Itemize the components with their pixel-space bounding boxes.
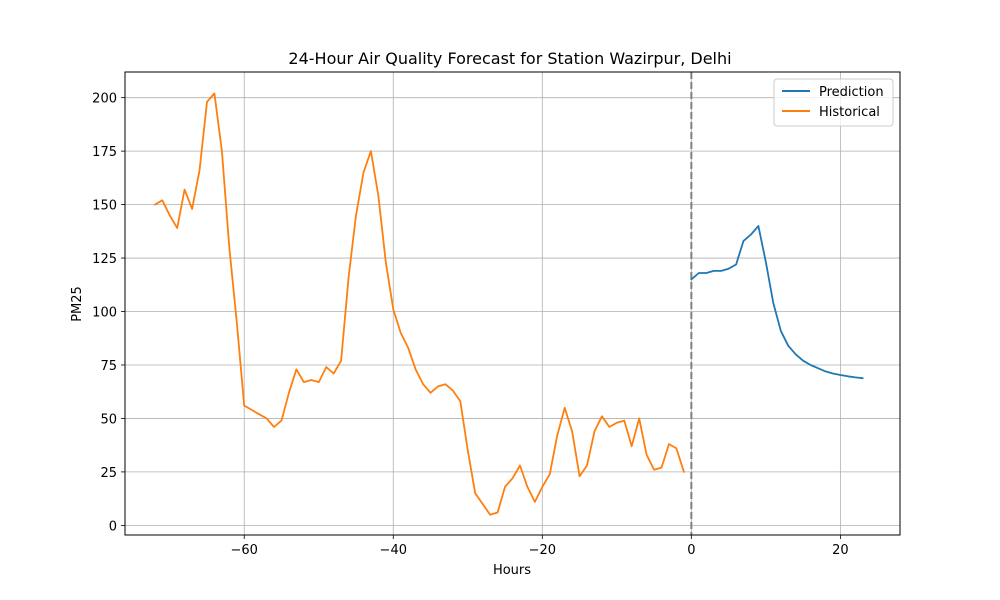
y-tick-label: 175	[92, 145, 117, 160]
x-tick-label: −60	[231, 543, 258, 558]
y-axis-title: PM25	[70, 286, 85, 322]
x-tick-label: −20	[529, 543, 556, 558]
series-line-historical	[153, 92, 685, 516]
plot-area-frame	[124, 71, 901, 536]
series-line-prediction	[690, 225, 864, 380]
legend-label-historical: Historical	[819, 105, 880, 120]
x-tick-label: 0	[687, 543, 695, 558]
y-tick-label: 150	[92, 199, 117, 214]
x-tick-label: 20	[832, 543, 849, 558]
series-lines	[153, 72, 864, 535]
y-tick-label: 200	[92, 92, 117, 107]
legend-label-prediction: Prediction	[819, 85, 884, 100]
y-tick-label: 75	[100, 359, 117, 374]
y-tick-label: 0	[109, 519, 117, 534]
chart-title: 24-Hour Air Quality Forecast for Station…	[288, 49, 731, 68]
y-tick-label: 25	[100, 466, 117, 481]
x-tick-label: −40	[380, 543, 407, 558]
x-axis-title: Hours	[493, 563, 531, 578]
y-tick-label: 50	[100, 412, 117, 427]
y-tick-label: 100	[92, 306, 117, 321]
grid-lines	[125, 72, 900, 535]
y-tick-label: 125	[92, 252, 117, 267]
legend: Prediction Historical	[773, 78, 894, 127]
